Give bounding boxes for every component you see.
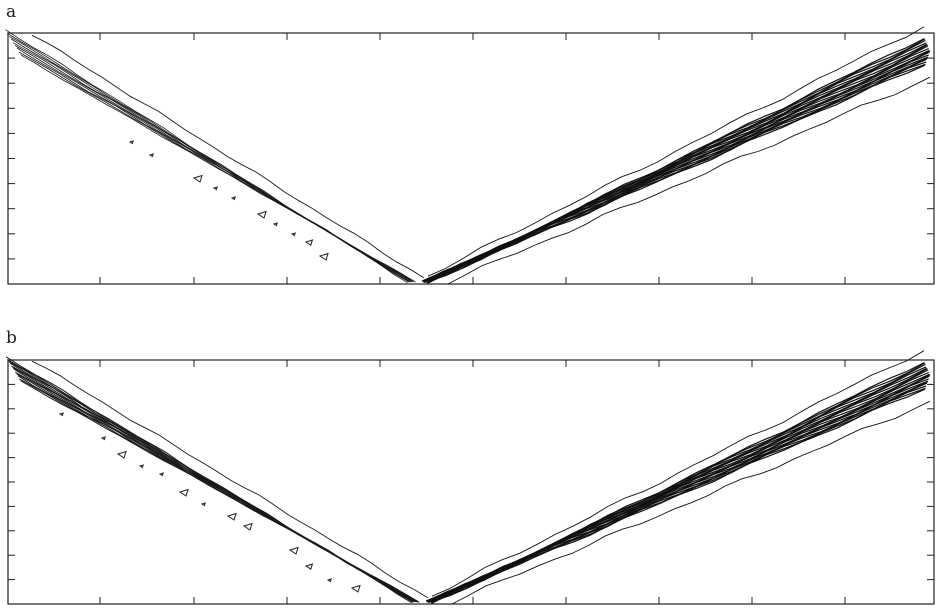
panel-a bbox=[5, 26, 935, 285]
panel-b bbox=[5, 350, 935, 605]
right-branch-envelope bbox=[427, 26, 925, 277]
contour-island bbox=[116, 450, 127, 459]
left-branch-contour bbox=[20, 380, 420, 603]
contour-island bbox=[148, 153, 154, 158]
plot-frame bbox=[7, 32, 935, 285]
left-branch-contour bbox=[18, 51, 415, 282]
contour-island bbox=[326, 578, 332, 583]
right-branch-envelope bbox=[431, 350, 925, 597]
left-branch-envelope bbox=[31, 360, 429, 599]
contour-island bbox=[192, 174, 203, 183]
panel-b-label: b bbox=[6, 328, 17, 348]
right-branch-envelope bbox=[451, 400, 931, 605]
right-branch-contour bbox=[432, 388, 926, 602]
contour-island bbox=[256, 210, 267, 219]
contour-island bbox=[138, 464, 144, 469]
contour-island bbox=[128, 140, 134, 145]
contour-island bbox=[230, 196, 236, 201]
left-branch-contour bbox=[16, 47, 414, 282]
left-branch-contour bbox=[17, 375, 419, 603]
plot-frame bbox=[7, 359, 935, 605]
contour-island bbox=[200, 502, 206, 507]
contour-island bbox=[272, 222, 278, 227]
right-branch-contour bbox=[428, 64, 926, 282]
right-branch-envelope bbox=[447, 76, 931, 285]
contour-island bbox=[158, 472, 164, 477]
contour-island bbox=[212, 186, 218, 191]
contour-island bbox=[178, 488, 189, 497]
contour-island bbox=[304, 563, 314, 570]
contour-island bbox=[226, 512, 237, 521]
contour-island bbox=[100, 436, 106, 441]
contour-island bbox=[58, 412, 64, 417]
left-branch-contour bbox=[20, 54, 416, 283]
contour-island bbox=[242, 522, 253, 531]
contour-island bbox=[350, 584, 361, 593]
contour-island bbox=[288, 546, 299, 555]
contour-island bbox=[290, 232, 296, 237]
panel-a-label: a bbox=[6, 2, 17, 22]
contour-island bbox=[318, 252, 329, 261]
left-branch-envelope bbox=[31, 34, 425, 279]
contour-island bbox=[304, 239, 314, 246]
